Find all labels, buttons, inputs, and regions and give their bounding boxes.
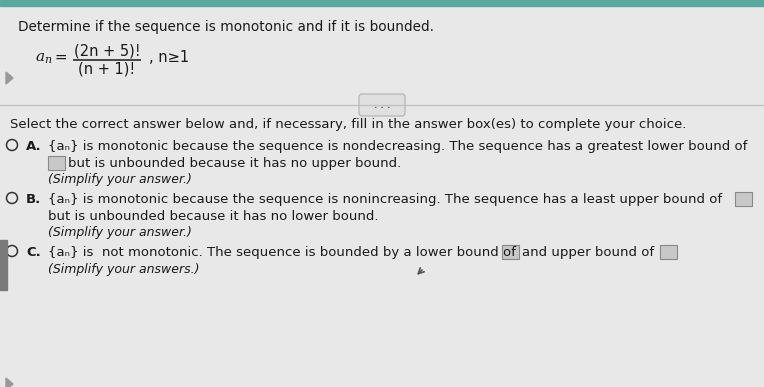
- Text: (Simplify your answer.): (Simplify your answer.): [48, 226, 192, 239]
- Text: A.: A.: [26, 140, 41, 153]
- FancyBboxPatch shape: [48, 156, 65, 170]
- Text: {aₙ} is monotonic because the sequence is nonincreasing. The sequence has a leas: {aₙ} is monotonic because the sequence i…: [48, 193, 722, 206]
- Text: (2n + 5)!: (2n + 5)!: [73, 44, 141, 59]
- Text: but is unbounded because it has no lower bound.: but is unbounded because it has no lower…: [48, 210, 378, 223]
- Text: =: =: [50, 50, 68, 65]
- Bar: [0, 0, 764, 6]
- FancyBboxPatch shape: [660, 245, 677, 259]
- Text: n: n: [44, 55, 51, 65]
- FancyBboxPatch shape: [502, 245, 519, 259]
- Text: Select the correct answer below and, if necessary, fill in the answer box(es) to: Select the correct answer below and, if …: [10, 118, 686, 131]
- Text: {aₙ} is  not monotonic. The sequence is bounded by a lower bound of: {aₙ} is not monotonic. The sequence is b…: [48, 246, 516, 259]
- Polygon shape: [6, 378, 13, 387]
- Text: B.: B.: [26, 193, 41, 206]
- Text: (n + 1)!: (n + 1)!: [79, 62, 136, 77]
- Text: Determine if the sequence is monotonic and if it is bounded.: Determine if the sequence is monotonic a…: [18, 20, 434, 34]
- Text: , n≥1: , n≥1: [149, 50, 189, 65]
- FancyBboxPatch shape: [735, 192, 752, 206]
- Text: and upper bound of: and upper bound of: [522, 246, 654, 259]
- Text: {aₙ} is monotonic because the sequence is nondecreasing. The sequence has a grea: {aₙ} is monotonic because the sequence i…: [48, 140, 747, 153]
- Text: (Simplify your answer.): (Simplify your answer.): [48, 173, 192, 186]
- Text: but is unbounded because it has no upper bound.: but is unbounded because it has no upper…: [68, 157, 401, 170]
- Text: C.: C.: [26, 246, 40, 259]
- FancyBboxPatch shape: [359, 94, 405, 116]
- Text: . . .: . . .: [374, 101, 390, 110]
- Bar: [0, 240, 7, 290]
- Text: (Simplify your answers.): (Simplify your answers.): [48, 263, 199, 276]
- Text: a: a: [35, 50, 44, 64]
- Polygon shape: [6, 72, 13, 84]
